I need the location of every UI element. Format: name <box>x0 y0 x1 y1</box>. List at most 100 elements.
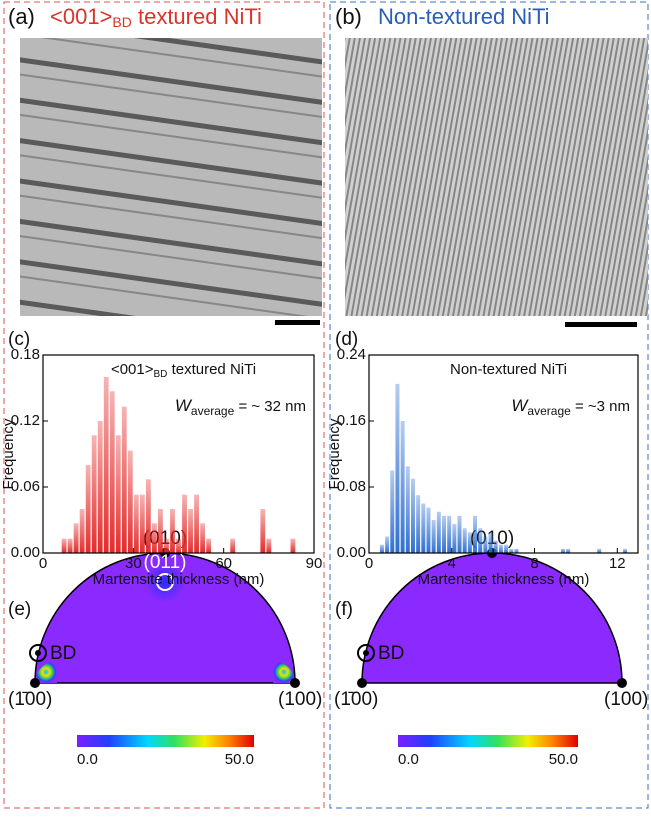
bar <box>145 479 151 553</box>
bar <box>514 548 519 553</box>
pole-label: (011) <box>144 552 187 573</box>
bar <box>457 515 462 553</box>
y-tick-label: 0.12 <box>11 412 40 429</box>
panel-label: (f) <box>335 599 353 620</box>
bar <box>478 528 483 553</box>
bar <box>400 421 405 553</box>
bar <box>405 466 410 553</box>
colorbar-label: 50.0 <box>549 751 578 768</box>
bar <box>109 391 115 553</box>
y-tick-label: 0.16 <box>337 412 366 429</box>
pole-label: (1̄00) <box>334 689 378 710</box>
bar <box>452 524 457 553</box>
panel-border-right <box>329 1 649 809</box>
bar <box>290 538 296 553</box>
annotation: BD <box>378 643 404 664</box>
y-tick-label: 0.08 <box>337 478 366 495</box>
chart-title: <001>BD textured NiTi <box>111 361 256 380</box>
panel-title: Non-textured NiTi <box>378 4 550 29</box>
panel-label: (d) <box>335 329 358 350</box>
x-tick-label: 90 <box>306 555 323 572</box>
bar <box>73 523 79 553</box>
bar <box>133 494 139 553</box>
annotation: BD <box>50 643 76 664</box>
y-tick-label: 0.06 <box>11 478 40 495</box>
chart-title: Non-textured NiTi <box>450 361 567 378</box>
bar <box>509 548 514 553</box>
bar <box>395 383 400 553</box>
bar <box>447 515 452 553</box>
x-axis-label: Martensite thickness (nm) <box>93 571 265 588</box>
bar <box>493 540 498 553</box>
x-axis-label: Martensite thickness (nm) <box>418 571 590 588</box>
bar <box>566 548 571 553</box>
bar <box>200 523 205 553</box>
pole-figure <box>29 548 300 747</box>
plot-frame <box>368 354 639 554</box>
bar <box>127 450 133 553</box>
bar <box>421 503 426 553</box>
bar <box>426 507 431 553</box>
y-tick-label: 0.18 <box>11 346 40 363</box>
bar <box>182 494 187 553</box>
colorbar-label: 50.0 <box>225 751 254 768</box>
panel-label: (e) <box>8 599 31 620</box>
pole-label: (1̄00) <box>8 689 52 710</box>
scale-bar <box>565 322 637 327</box>
bar <box>188 509 193 553</box>
bar <box>431 520 436 553</box>
bar <box>498 544 503 553</box>
bar <box>85 465 91 553</box>
bar <box>436 511 441 553</box>
bar <box>462 528 467 553</box>
x-tick-label: 0 <box>39 555 47 572</box>
panel-label: (b) <box>335 4 362 29</box>
bar <box>473 515 478 553</box>
x-tick-label: 60 <box>215 555 232 572</box>
bar <box>390 470 395 553</box>
bar <box>67 538 73 553</box>
x-tick-label: 0 <box>365 555 373 572</box>
bar <box>103 377 109 553</box>
bar <box>121 406 127 553</box>
bar <box>260 509 266 553</box>
plot-frame <box>42 354 315 554</box>
bar <box>483 536 488 553</box>
annotation: Waverage = ~ 32 nm <box>175 396 306 418</box>
panel-title: <001>BD textured NiTi <box>50 4 262 30</box>
panel-border-left <box>3 1 325 809</box>
bar <box>488 532 493 553</box>
bar <box>416 495 421 553</box>
y-tick-label: 0.00 <box>11 544 40 561</box>
bar <box>79 509 85 553</box>
bar <box>467 532 472 553</box>
x-tick-label: 12 <box>609 555 626 572</box>
bar <box>139 494 145 553</box>
bar <box>623 548 628 553</box>
bar <box>115 435 121 553</box>
x-tick-label: 30 <box>125 555 142 572</box>
y-axis-label: Frequency <box>326 418 343 489</box>
bar <box>158 509 163 553</box>
bar <box>442 515 446 553</box>
y-tick-label: 0.24 <box>337 346 366 363</box>
x-tick-label: 4 <box>448 555 456 572</box>
bar <box>164 538 169 553</box>
bar <box>266 538 272 553</box>
bar <box>230 538 236 553</box>
bar <box>61 538 67 553</box>
colorbar-label: 0.0 <box>77 751 98 768</box>
bar <box>385 536 390 553</box>
bar <box>410 478 415 553</box>
tem-image <box>20 38 322 316</box>
panel-label: (c) <box>8 329 30 350</box>
bar <box>152 523 157 553</box>
y-tick-label: 0.00 <box>337 544 366 561</box>
tem-image <box>345 38 648 316</box>
pole-label: (100) <box>278 689 322 710</box>
y-axis-label: Frequency <box>0 418 17 489</box>
x-tick-label: 8 <box>530 555 538 572</box>
bar <box>176 538 181 553</box>
annotation: Waverage = ~3 nm <box>511 396 630 418</box>
